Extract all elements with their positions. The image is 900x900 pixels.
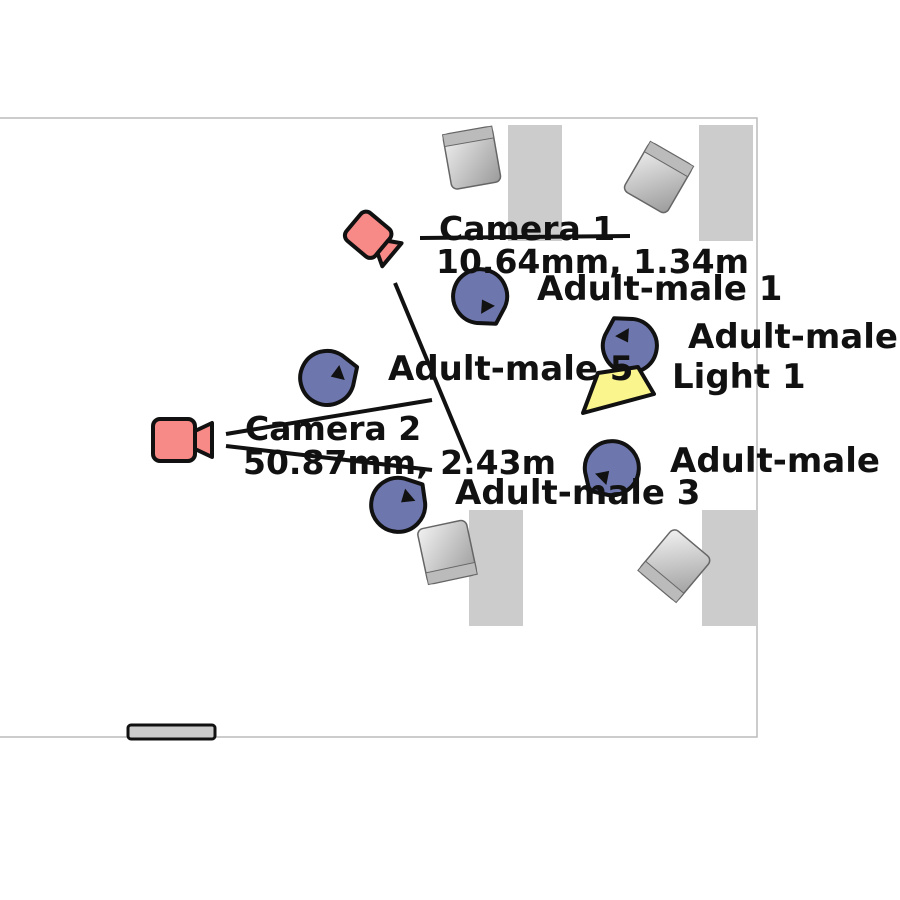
- person-icon[interactable]: [591, 305, 667, 383]
- chair-3: [417, 519, 478, 586]
- camera-icon[interactable]: [342, 209, 404, 269]
- camera-1-sightline-b: [393, 282, 472, 464]
- person-label: Adult-male 5: [388, 349, 633, 389]
- door[interactable]: [126, 723, 217, 741]
- table-top-right: [699, 125, 753, 241]
- chair-4: [637, 529, 711, 604]
- table-bottom-right: [702, 510, 756, 626]
- camera-1-specs: 10.64mm, 1.34m: [436, 242, 749, 281]
- person-icon[interactable]: [570, 430, 650, 510]
- camera-icon[interactable]: [151, 417, 214, 463]
- camera-1-sightline-a: [419, 234, 631, 240]
- camera-2-label: Camera 2: [245, 409, 421, 448]
- camera-2-sightline-b: [225, 444, 433, 472]
- chair-2: [623, 140, 695, 214]
- person-label: Adult-male: [670, 441, 880, 481]
- person-label: Adult-male: [688, 317, 898, 357]
- light-label: Light 1: [672, 357, 806, 397]
- light-icon[interactable]: [581, 365, 656, 415]
- chair-1: [441, 125, 502, 190]
- camera-2-specs: 50.87mm, 2.43m: [243, 443, 556, 482]
- table-bottom-left: [469, 510, 523, 626]
- person-icon[interactable]: [293, 342, 367, 413]
- person-icon[interactable]: [443, 259, 519, 337]
- person-label: Adult-male 3: [455, 473, 700, 513]
- camera-2-sightline-a: [225, 398, 433, 436]
- camera-1-label: Camera 1: [439, 209, 615, 248]
- person-icon[interactable]: [360, 464, 440, 543]
- person-label: Adult-male 1: [537, 269, 782, 309]
- table-top-left: [508, 125, 562, 241]
